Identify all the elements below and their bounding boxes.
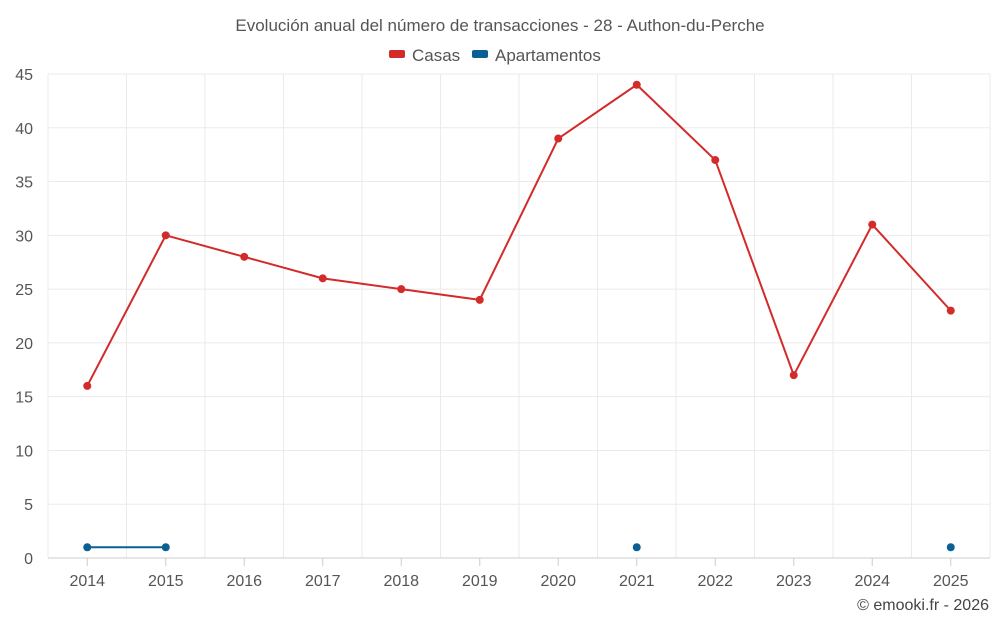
data-point-casas-2015[interactable] — [161, 231, 170, 240]
y-tick-label: 10 — [15, 443, 33, 460]
x-tick-label-2017: 2017 — [305, 573, 341, 590]
data-point-casas-2024[interactable] — [868, 220, 877, 229]
x-tick-label-2023: 2023 — [776, 573, 812, 590]
data-point-casas-2018[interactable] — [397, 285, 406, 294]
x-tick-label-2024: 2024 — [854, 573, 890, 590]
series-line-segment-casas — [400, 288, 481, 301]
data-point-casas-2016[interactable] — [240, 252, 249, 261]
x-tick-label-2014: 2014 — [69, 573, 105, 590]
data-point-casas-2019[interactable] — [475, 295, 484, 304]
legend: Casas Apartamentos — [389, 46, 601, 65]
y-tick-label: 35 — [15, 175, 33, 192]
series-lines — [86, 83, 952, 549]
data-point-apartamentos-2021[interactable] — [632, 543, 641, 552]
x-tick-label-2025: 2025 — [933, 573, 969, 590]
x-tick-label-2018: 2018 — [383, 573, 419, 590]
y-tick-label: 15 — [15, 390, 33, 407]
legend-item-apartamentos[interactable]: Apartamentos — [472, 46, 601, 65]
series-line-segment-casas — [86, 234, 167, 387]
legend-item-casas[interactable]: Casas — [389, 46, 460, 65]
y-tick-label: 40 — [15, 121, 33, 138]
data-point-apartamentos-2014[interactable] — [83, 543, 92, 552]
data-point-casas-2020[interactable] — [554, 134, 563, 143]
y-tick-label: 20 — [15, 336, 33, 353]
series-line-segment-casas — [871, 223, 952, 312]
y-tick-label: 30 — [15, 228, 33, 245]
legend-swatch-apartamentos — [472, 50, 488, 58]
chart-title: Evolución anual del número de transaccio… — [235, 16, 764, 35]
x-tick-label-2019: 2019 — [462, 573, 498, 590]
series-line-segment-casas — [714, 159, 795, 377]
data-point-casas-2023[interactable] — [789, 371, 798, 380]
legend-swatch-casas — [389, 50, 405, 58]
series-line-segment-casas — [792, 223, 874, 377]
credit-text: © emooki.fr - 2026 — [857, 597, 989, 614]
series-line-segment-casas — [243, 255, 324, 280]
series-line-segment-casas — [635, 83, 717, 162]
legend-label-casas: Casas — [412, 46, 460, 65]
y-tick-label: 25 — [15, 282, 33, 299]
series-line-segment-casas — [164, 234, 246, 258]
series-line-segment-casas — [478, 137, 560, 301]
y-tick-label: 5 — [24, 497, 33, 514]
x-tick-label-2015: 2015 — [148, 573, 184, 590]
y-tick-label: 45 — [15, 67, 33, 84]
series-line-segment-casas — [557, 83, 638, 140]
data-point-casas-2025[interactable] — [946, 306, 955, 315]
series-line-segment-casas — [321, 277, 403, 291]
y-tick-label: 0 — [24, 551, 33, 568]
data-point-apartamentos-2015[interactable] — [161, 543, 170, 552]
x-tick-label-2022: 2022 — [697, 573, 733, 590]
data-point-casas-2021[interactable] — [632, 80, 641, 89]
data-point-casas-2014[interactable] — [83, 381, 92, 390]
data-point-casas-2022[interactable] — [711, 156, 720, 165]
series-points — [83, 80, 955, 552]
x-tick-label-2020: 2020 — [540, 573, 576, 590]
data-point-apartamentos-2025[interactable] — [946, 543, 955, 552]
data-point-casas-2017[interactable] — [318, 274, 327, 283]
x-axis: 2014 2015 2016 2017 2018 2019 2020 2021 2022 2023… — [48, 557, 990, 590]
legend-label-apartamentos: Apartamentos — [495, 46, 601, 65]
y-axis: 0 5 10 15 20 25 30 35 40 45 — [15, 67, 33, 568]
x-tick-label-2021: 2021 — [619, 573, 655, 590]
gridlines — [47, 73, 991, 558]
x-tick-label-2016: 2016 — [226, 573, 262, 590]
